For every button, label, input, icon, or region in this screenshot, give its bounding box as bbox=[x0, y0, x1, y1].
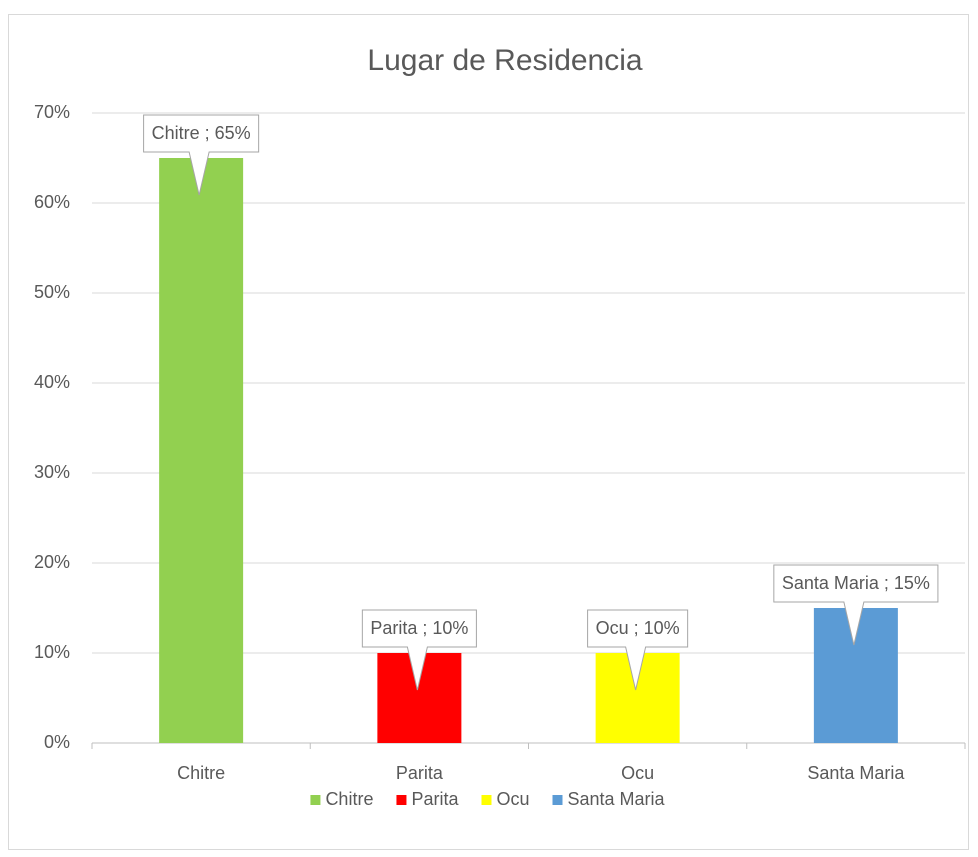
legend-label: Ocu bbox=[496, 789, 529, 809]
x-tick-label: Chitre bbox=[177, 763, 225, 783]
data-label-box bbox=[773, 564, 939, 646]
y-tick-label: 30% bbox=[34, 462, 70, 482]
x-tick-label: Parita bbox=[396, 763, 444, 783]
data-label: Ocu ; 10% bbox=[596, 618, 680, 638]
data-label: Chitre ; 65% bbox=[152, 123, 251, 143]
y-tick-label: 20% bbox=[34, 552, 70, 572]
legend-swatch bbox=[552, 795, 563, 805]
data-label-box bbox=[143, 114, 260, 196]
y-tick-label: 70% bbox=[34, 102, 70, 122]
data-label-box bbox=[587, 609, 689, 691]
x-tick-label: Santa Maria bbox=[807, 763, 905, 783]
data-label: Parita ; 10% bbox=[370, 618, 468, 638]
x-tick-label: Ocu bbox=[621, 763, 654, 783]
legend-label: Parita bbox=[411, 789, 459, 809]
legend-label: Santa Maria bbox=[568, 789, 666, 809]
chart-title: Lugar de Residencia bbox=[367, 44, 643, 77]
legend-swatch bbox=[396, 795, 407, 805]
y-tick-label: 60% bbox=[34, 192, 70, 212]
data-label: Santa Maria ; 15% bbox=[782, 573, 930, 593]
legend-label: Chitre bbox=[325, 789, 373, 809]
legend-swatch bbox=[310, 795, 321, 805]
y-tick-label: 0% bbox=[44, 732, 70, 752]
y-tick-label: 50% bbox=[34, 282, 70, 302]
y-tick-label: 40% bbox=[34, 372, 70, 392]
data-label-box bbox=[361, 609, 477, 691]
y-tick-label: 10% bbox=[34, 642, 70, 662]
bar bbox=[159, 158, 244, 743]
legend-swatch bbox=[481, 795, 492, 805]
